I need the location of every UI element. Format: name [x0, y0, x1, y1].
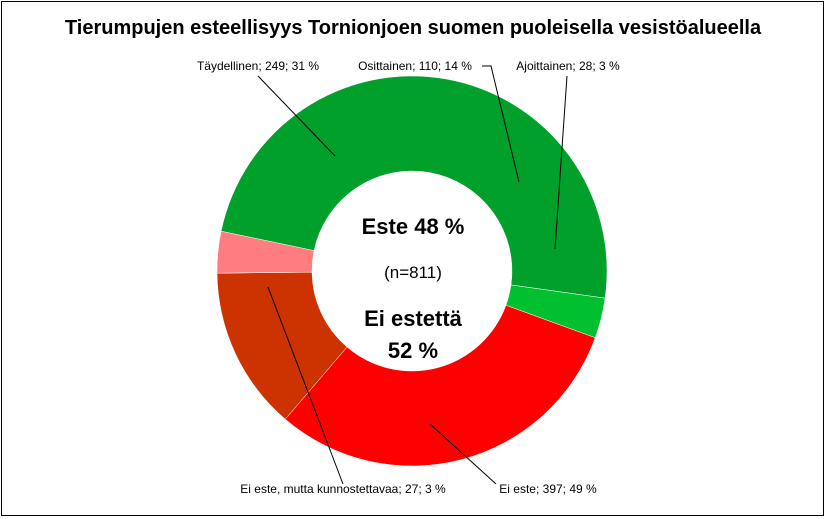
- data-label: Ei este, mutta kunnostettavaa; 27; 3 %: [240, 482, 446, 496]
- data-label: Ei este; 397; 49 %: [499, 482, 597, 496]
- leader-line: [554, 75, 568, 250]
- center-ei-estetta-label: Ei estettä: [364, 306, 463, 331]
- donut-slice-ei-este: [220, 75, 608, 299]
- slice-labels: Täydellinen; 249; 31 % Osittainen; 110; 1…: [197, 59, 620, 496]
- center-n-label: (n=811): [384, 263, 442, 282]
- donut-slice-ei-este-mutta-kunnostettavaa: [505, 284, 606, 339]
- chart-title: Tierumpujen esteellisyys Tornionjoen suo…: [65, 17, 762, 39]
- donut-slices: [216, 75, 608, 467]
- leader-line: [429, 423, 497, 485]
- leader-line: [257, 75, 336, 157]
- leader-line: [482, 65, 520, 183]
- data-label: Täydellinen; 249; 31 %: [197, 59, 319, 73]
- leader-line: [267, 286, 344, 485]
- center-este-label: Este 48 %: [362, 214, 465, 239]
- data-label: Osittainen; 110; 14 %: [358, 59, 472, 73]
- center-ei-estetta-percent: 52 %: [388, 338, 438, 363]
- donut-slice-täydellinen: [284, 304, 596, 467]
- leader-lines: [257, 65, 568, 485]
- data-label: Ajoittainen; 28; 3 %: [516, 59, 620, 73]
